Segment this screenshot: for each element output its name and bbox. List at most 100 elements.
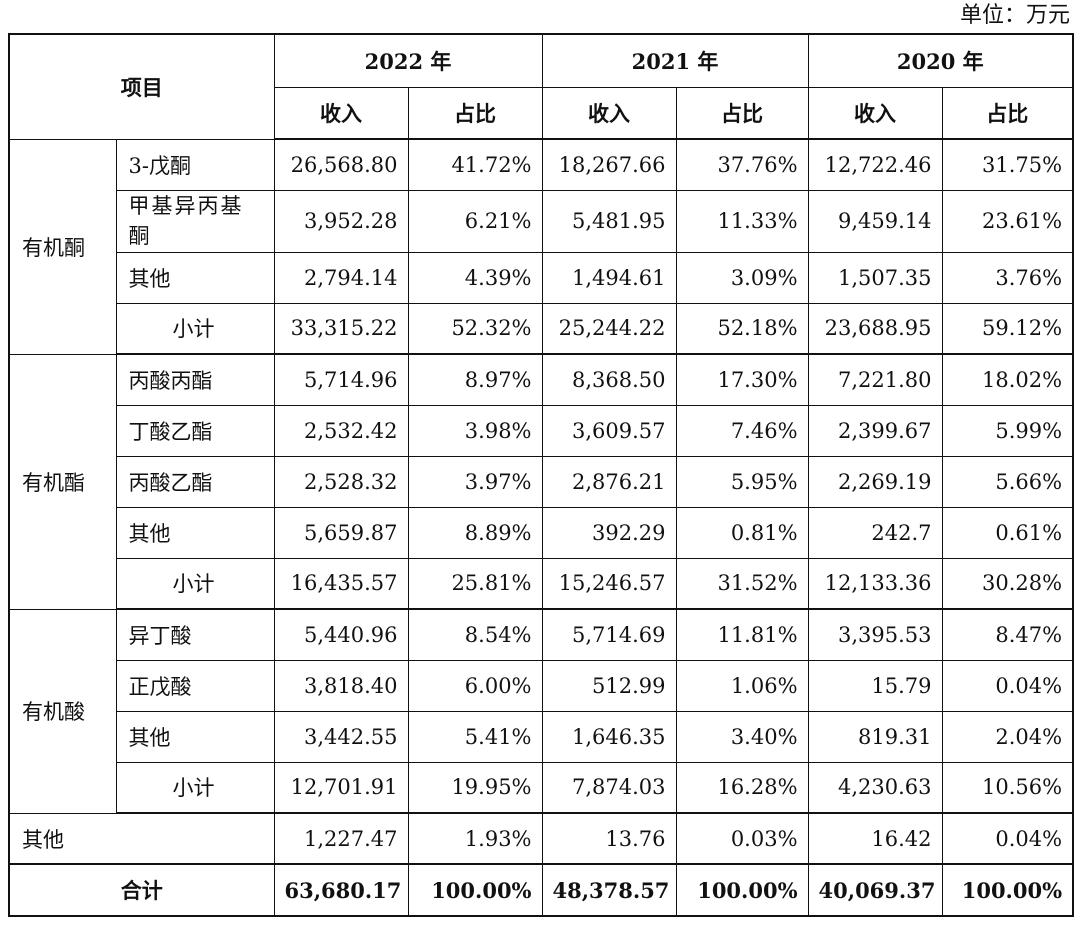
item-label: 其他 xyxy=(115,506,275,559)
revenue-value: 13.76 xyxy=(541,812,677,865)
table-row: 其他 2,794.14 4.39% 1,494.61 3.09% 1,507.35 3.76… xyxy=(9,251,1074,304)
subtotal-label: 小计 xyxy=(115,761,275,814)
share-value: 59.12% xyxy=(941,302,1074,355)
revenue-value: 7,221.80 xyxy=(807,353,943,406)
share-value: 52.32% xyxy=(407,302,543,355)
revenue-value: 7,874.03 xyxy=(541,761,677,814)
revenue-value: 2,794.14 xyxy=(273,251,409,304)
share-value: 25.81% xyxy=(407,557,543,610)
share-value: 3.09% xyxy=(675,251,809,304)
unit-label: 单位：万元 xyxy=(959,3,1070,28)
revenue-value: 2,269.19 xyxy=(807,455,943,508)
revenue-value: 3,395.53 xyxy=(807,608,943,661)
table-row: 丁酸乙酯 2,532.42 3.98% 3,609.57 7.46% 2,399.67 5.… xyxy=(9,404,1074,457)
share-value: 19.95% xyxy=(407,761,543,814)
share-value: 4.39% xyxy=(407,251,543,304)
revenue-value: 3,609.57 xyxy=(541,404,677,457)
header-share: 占比 xyxy=(941,86,1074,140)
header-year-2022: 2022 年 xyxy=(273,33,543,88)
share-value: 37.76% xyxy=(675,138,809,191)
share-value: 52.18% xyxy=(675,302,809,355)
revenue-value: 1,646.35 xyxy=(541,710,677,763)
table-row: 正戊酸 3,818.40 6.00% 512.99 1.06% 15.79 0.04% xyxy=(9,659,1074,712)
revenue-table: 项目 2022 年 2021 年 2020 年 收入 占比 收入 占比 收入 占… xyxy=(8,33,1075,917)
share-value: 0.04% xyxy=(941,659,1074,712)
revenue-value: 9,459.14 xyxy=(807,189,943,253)
share-value: 5.66% xyxy=(941,455,1074,508)
revenue-value: 5,440.96 xyxy=(273,608,409,661)
revenue-value: 1,227.47 xyxy=(273,812,409,865)
revenue-value: 2,876.21 xyxy=(541,455,677,508)
revenue-value: 5,714.69 xyxy=(541,608,677,661)
header-revenue: 收入 xyxy=(273,86,409,140)
table-row: 小计 33,315.22 52.32% 25,244.22 52.18% 23,688.9… xyxy=(9,302,1074,355)
header-share: 占比 xyxy=(675,86,809,140)
revenue-value: 33,315.22 xyxy=(273,302,409,355)
share-value: 8.89% xyxy=(407,506,543,559)
revenue-value: 819.31 xyxy=(807,710,943,763)
table-row: 丙酸乙酯 2,528.32 3.97% 2,876.21 5.95% 2,269.19 5.… xyxy=(9,455,1074,508)
item-label: 甲基异丙基酮 xyxy=(115,189,275,253)
table-row: 有机酸 异丁酸 5,440.96 8.54% 5,714.69 11.81% 3,395.5… xyxy=(8,608,1074,814)
revenue-value: 5,659.87 xyxy=(273,506,409,559)
share-value: 23.61% xyxy=(941,189,1074,253)
share-value: 6.00% xyxy=(407,659,543,712)
revenue-value: 3,818.40 xyxy=(273,659,409,712)
total-revenue-value: 48,378.57 xyxy=(541,863,677,917)
share-value: 11.33% xyxy=(675,189,809,253)
header-row-years: 项目 2022 年 2021 年 2020 年 xyxy=(8,33,1074,140)
share-value: 3.76% xyxy=(941,251,1074,304)
share-value: 8.47% xyxy=(941,608,1074,661)
item-label: 丁酸乙酯 xyxy=(115,404,275,457)
total-label: 合计 xyxy=(8,863,275,917)
share-value: 31.52% xyxy=(675,557,809,610)
share-value: 8.97% xyxy=(407,353,543,406)
table-row: 其他 3,442.55 5.41% 1,646.35 3.40% 819.31 2.04% xyxy=(9,710,1074,763)
header-item: 项目 xyxy=(8,33,275,140)
share-value: 1.93% xyxy=(407,812,543,865)
share-value: 41.72% xyxy=(407,138,543,191)
revenue-value: 242.7 xyxy=(807,506,943,559)
revenue-value: 2,528.32 xyxy=(273,455,409,508)
share-value: 16.28% xyxy=(675,761,809,814)
revenue-value: 12,722.46 xyxy=(807,138,943,191)
share-value: 30.28% xyxy=(941,557,1074,610)
total-share-value: 100.00% xyxy=(941,863,1074,917)
share-value: 31.75% xyxy=(941,138,1074,191)
revenue-value: 23,688.95 xyxy=(807,302,943,355)
header-row-metrics: 收入 占比 收入 占比 收入 占比 xyxy=(9,86,1074,140)
table-row: 有机酯 丙酸丙酯 5,714.96 8.97% 8,368.50 17.30% 7,221.… xyxy=(8,353,1074,610)
share-value: 5.95% xyxy=(675,455,809,508)
share-value: 7.46% xyxy=(675,404,809,457)
revenue-value: 3,442.55 xyxy=(273,710,409,763)
revenue-value: 5,714.96 xyxy=(273,353,409,406)
item-label: 3-戊酮 xyxy=(115,138,275,191)
subtotal-label: 小计 xyxy=(115,557,275,610)
subtotal-label: 小计 xyxy=(115,302,275,355)
share-value: 0.81% xyxy=(675,506,809,559)
share-value: 17.30% xyxy=(675,353,809,406)
revenue-value: 12,701.91 xyxy=(273,761,409,814)
share-value: 3.98% xyxy=(407,404,543,457)
total-share-value: 100.00% xyxy=(407,863,543,917)
revenue-value: 392.29 xyxy=(541,506,677,559)
revenue-value: 18,267.66 xyxy=(541,138,677,191)
share-value: 3.97% xyxy=(407,455,543,508)
share-value: 11.81% xyxy=(675,608,809,661)
share-value: 0.04% xyxy=(941,812,1074,865)
table-row-other: 其他 1,227.47 1.93% 13.76 0.03% 16.42 0.04% xyxy=(8,812,1074,865)
share-value: 10.56% xyxy=(941,761,1074,814)
revenue-value: 12,133.36 xyxy=(807,557,943,610)
revenue-value: 15,246.57 xyxy=(541,557,677,610)
table-row: 小计 12,701.91 19.95% 7,874.03 16.28% 4,230.63 1… xyxy=(9,761,1074,814)
item-label: 其他 xyxy=(115,251,275,304)
total-share-value: 100.00% xyxy=(675,863,809,917)
item-label: 正戊酸 xyxy=(115,659,275,712)
item-label: 其他 xyxy=(115,710,275,763)
share-value: 6.21% xyxy=(407,189,543,253)
revenue-value: 2,399.67 xyxy=(807,404,943,457)
revenue-value: 8,368.50 xyxy=(541,353,677,406)
table-row: 甲基异丙基酮 3,952.28 6.21% 5,481.95 11.33% 9,459.1… xyxy=(9,189,1074,253)
item-label: 丙酸丙酯 xyxy=(115,353,275,406)
revenue-value: 16.42 xyxy=(807,812,943,865)
